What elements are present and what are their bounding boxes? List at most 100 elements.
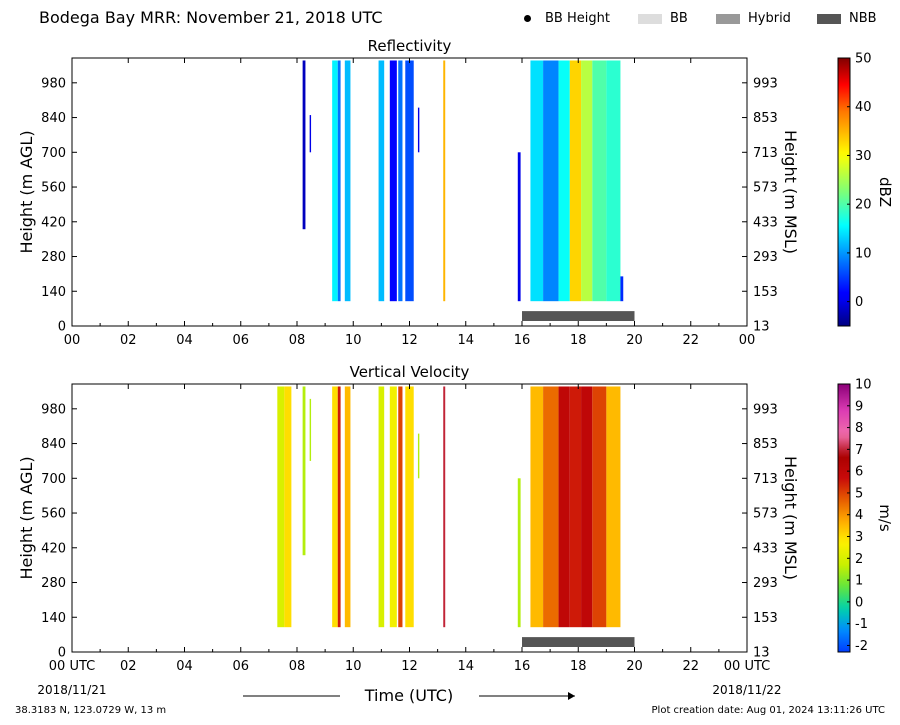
x-tick-label: 18 [570,659,587,674]
x-tick-label: 22 [682,333,699,348]
colorbar-tick-label: 30 [855,149,872,164]
colorbar [837,383,851,653]
y-tick-label: 980 [41,76,66,91]
y-right-tick-label: 573 [753,181,778,196]
legend-item-bb: BB [638,11,688,26]
echo-column [332,60,338,302]
x-tick-label: 20 [626,659,643,674]
station-coordinates: 38.3183 N, 123.0729 W, 13 m [15,705,167,716]
y-right-tick-label: 13 [753,320,770,335]
y-tick-label: 560 [41,181,66,196]
colorbar-tick-label: 1 [855,574,863,589]
end-date-label: 2018/11/22 [712,683,781,697]
y-right-tick-label: 153 [753,285,778,300]
y-right-tick-label: 713 [753,146,778,161]
y-right-tick-label: 853 [753,437,778,452]
x-axis-label: Time (UTC) [364,686,453,705]
legend-label: BB Height [545,11,610,26]
y-axis-label: Height (m AGL) [17,130,36,253]
y-right-tick-label: 993 [753,76,778,91]
echo-column [581,386,593,628]
colorbar-tick-label: 10 [855,378,872,393]
echo-column [398,386,403,628]
x-tick-label: 00 UTC [49,659,95,674]
colorbar-tick-label: 6 [855,465,863,480]
echo-column [417,107,420,153]
echo-column [543,386,559,628]
echo-column [277,386,285,628]
echo-column [558,60,570,302]
echo-column [389,60,397,302]
echo-column [398,60,403,302]
x-tick-label: 06 [232,333,249,348]
x-tick-label: 14 [457,659,474,674]
y-axis-label: Height (m AGL) [17,456,36,579]
y-tick-label: 980 [41,402,66,417]
rain-type-bar [522,637,635,647]
y-right-tick-label: 853 [753,111,778,126]
colorbar-tick-label: 3 [855,530,863,545]
panel-title: Reflectivity [368,37,452,55]
echo-column [378,386,385,628]
echo-column [530,386,544,628]
x-tick-label: 10 [345,333,362,348]
echo-column [302,60,306,230]
x-tick-label: 14 [457,333,474,348]
echo-column [620,276,624,302]
y-tick-label: 420 [41,215,66,230]
x-tick-label: 16 [514,333,531,348]
echo-column [332,386,338,628]
echo-column [569,60,582,302]
x-tick-label: 12 [401,333,418,348]
colorbar-label: dBZ [876,177,894,207]
y-tick-label: 280 [41,250,66,265]
echo-column [543,60,559,302]
colorbar-tick-label: 8 [855,421,863,436]
colorbar-tick-label: 0 [855,595,863,610]
y-right-tick-label: 293 [753,250,778,265]
x-tick-label: 00 UTC [724,659,770,674]
echo-column [389,386,397,628]
echo-column [558,386,570,628]
x-tick-label: 04 [176,333,193,348]
x-tick-label: 00 [739,333,756,348]
colorbar-tick-label: 10 [855,246,872,261]
y-right-tick-label: 153 [753,611,778,626]
echo-column [569,386,582,628]
panel-title: Vertical Velocity [350,363,470,381]
colorbar-tick-label: 20 [855,198,872,213]
legend-item-hybrid: Hybrid [716,11,791,26]
echo-column [517,478,521,628]
echo-column [443,60,446,302]
bb-swatch-icon [638,13,662,24]
colorbar-tick-label: -2 [855,639,868,654]
y-right-tick-label: 433 [753,215,778,230]
colorbar [837,57,851,327]
x-tick-label: 00 [64,333,81,348]
x-tick-label: 08 [289,333,306,348]
nbb-swatch-icon [817,13,841,24]
y-tick-label: 700 [41,472,66,487]
y-right-tick-label: 433 [753,541,778,556]
y-right-tick-label: 713 [753,472,778,487]
echo-column [417,433,420,479]
x-tick-label: 12 [401,659,418,674]
y-tick-label: 140 [41,611,66,626]
y-tick-label: 420 [41,541,66,556]
echo-column [405,60,414,302]
echo-column [344,386,351,628]
x-tick-label: 10 [345,659,362,674]
y-right-tick-label: 13 [753,646,770,661]
echo-column [517,152,521,302]
y-tick-label: 700 [41,146,66,161]
x-tick-label: 06 [232,659,249,674]
x-tick-label: 20 [626,333,643,348]
page-title: Bodega Bay MRR: November 21, 2018 UTC [39,8,383,27]
bb-height-dot-icon [524,15,531,22]
x-tick-label: 04 [176,659,193,674]
legend-label: Hybrid [748,11,791,26]
y-tick-label: 840 [41,437,66,452]
colorbar-tick-label: 5 [855,486,863,501]
